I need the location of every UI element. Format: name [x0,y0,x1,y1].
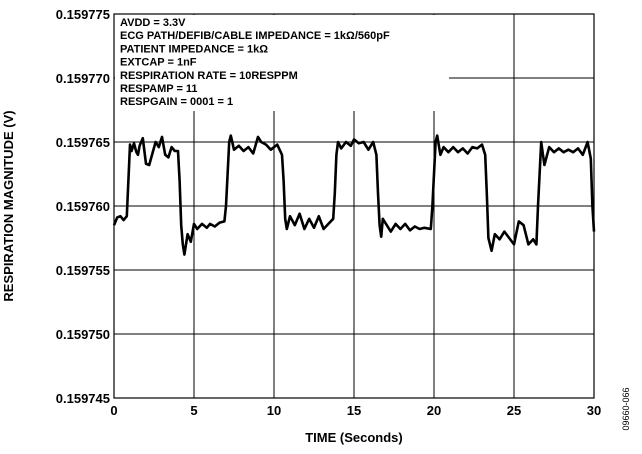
y-tick-label: 0.159765 [56,135,110,150]
annotation-line: PATIENT IMPEDANCE = 1kΩ [120,43,268,55]
x-tick-label: 5 [190,403,197,418]
x-tick-labels: 0 5 10 15 20 25 30 [110,403,601,418]
annotation-line: EXTCAP = 1nF [120,57,197,69]
x-tick-label: 25 [507,403,521,418]
annotation-background [115,15,449,111]
annotation-line: AVDD = 3.3V [120,17,186,29]
y-axis-label: RESPIRATION MAGNITUDE (V) [1,110,16,301]
y-tick-label: 0.159755 [56,263,110,278]
x-tick-label: 10 [267,403,281,418]
x-tick-label: 0 [110,403,117,418]
y-tick-label: 0.159760 [56,199,110,214]
y-tick-label: 0.159745 [56,391,110,406]
x-tick-label: 15 [347,403,361,418]
y-tick-label: 0.159750 [56,327,110,342]
x-tick-label: 30 [587,403,601,418]
annotation-line: RESPIRATION RATE = 10RESPPM [120,70,298,82]
annotation-line: RESPGAIN = 0001 = 1 [120,96,233,108]
y-tick-label: 0.159775 [56,7,110,22]
x-tick-label: 20 [427,403,441,418]
annotation-line: ECG PATH/DEFIB/CABLE IMPEDANCE = 1kΩ/560… [120,30,390,42]
series-line-1 [112,134,596,256]
x-axis-label: TIME (Seconds) [305,430,403,445]
series-layer [112,134,596,256]
figure-id: 09660-066 [621,387,631,430]
annotation-line: RESPAMP = 11 [120,83,198,95]
y-tick-labels: 0.159775 0.159770 0.159765 0.159760 0.159755… [56,7,110,406]
plot-frame [113,13,595,399]
y-tick-label: 0.159770 [56,71,110,86]
